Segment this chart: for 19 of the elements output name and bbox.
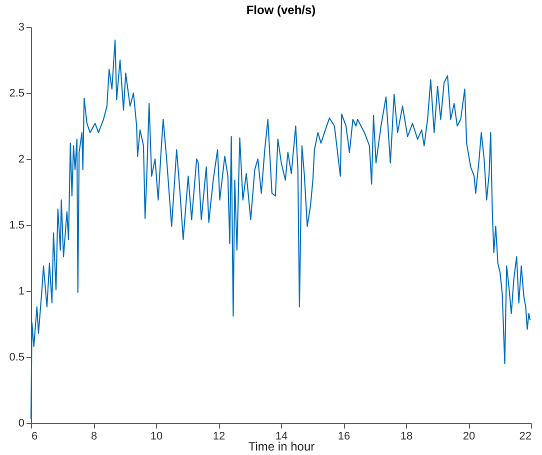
x-tick-label: 10: [150, 430, 163, 442]
y-tick-label: 2: [18, 154, 24, 166]
y-tick-label: 0.5: [9, 352, 24, 364]
chart-title: Flow (veh/s): [246, 3, 316, 17]
line-series: [30, 40, 531, 420]
y-tick-label: 3: [18, 22, 24, 34]
x-tick-label: 20: [462, 430, 476, 442]
x-tick-label: 16: [338, 430, 350, 442]
x-tick-label: 8: [90, 430, 98, 442]
y-tick-label: 0: [18, 418, 24, 430]
y-tick-label: 1: [18, 286, 24, 298]
x-tick-label: 14: [275, 430, 288, 442]
x-tick-label: 22: [519, 430, 532, 442]
x-tick-label: 18: [400, 430, 413, 442]
x-tick-label: 12: [212, 430, 226, 442]
y-tick-label: 2.5: [9, 88, 24, 100]
x-tick-label: 6: [32, 430, 38, 442]
y-tick-label: 1.5: [9, 220, 24, 232]
x-axis-title: Time in hour: [248, 440, 315, 454]
